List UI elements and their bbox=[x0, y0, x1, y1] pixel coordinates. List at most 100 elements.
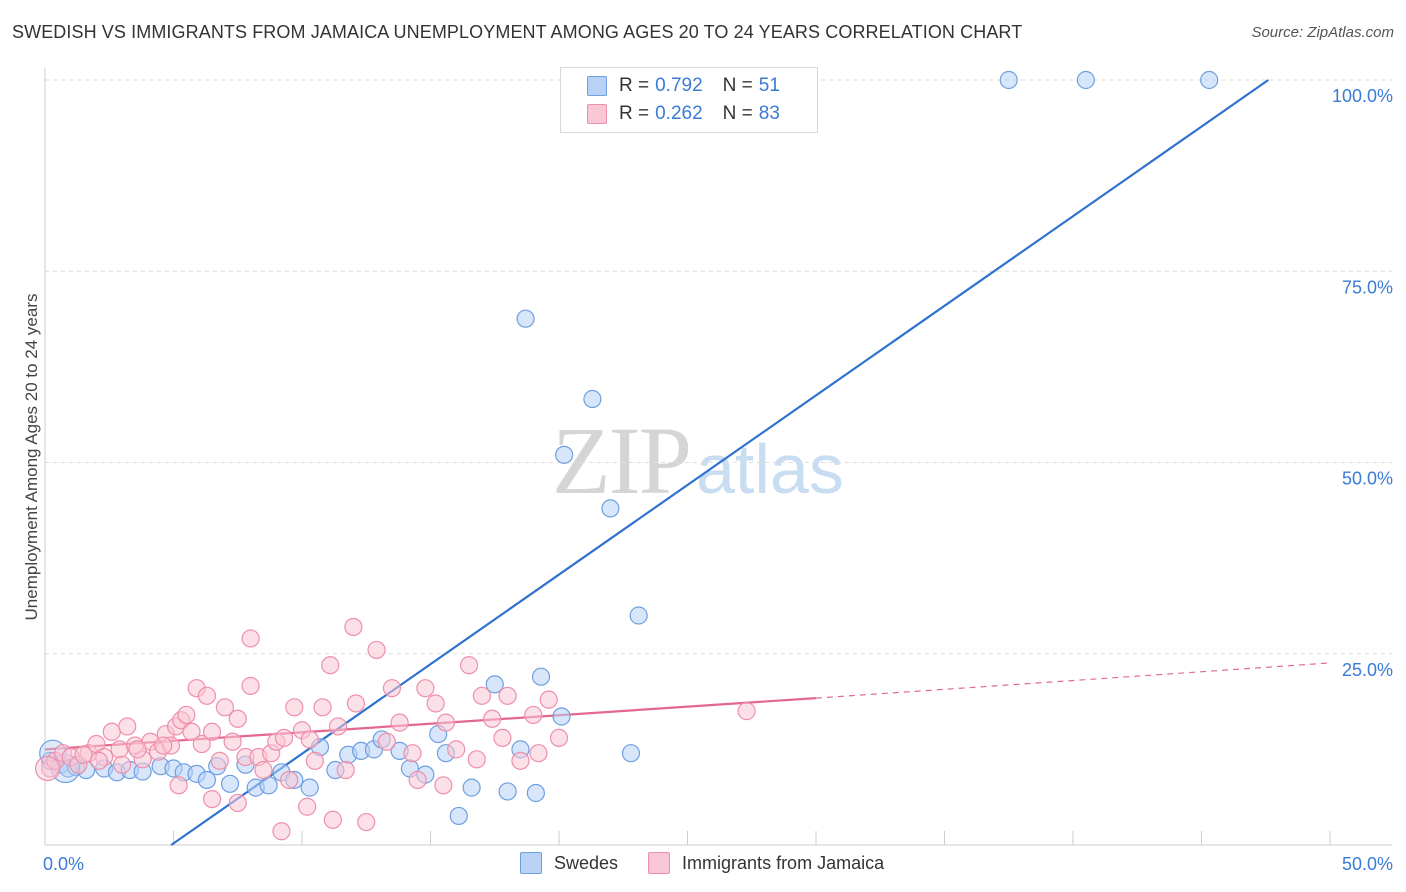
legend-n-value: 51 bbox=[758, 75, 780, 96]
point-swedes bbox=[531, 667, 551, 686]
point-jamaica bbox=[241, 676, 260, 695]
legend-swatch-jamaica bbox=[648, 852, 671, 874]
point-swedes bbox=[220, 774, 240, 793]
point-jamaica bbox=[549, 728, 569, 748]
point-swedes bbox=[583, 389, 602, 409]
point-jamaica bbox=[228, 793, 247, 813]
point-swedes bbox=[621, 744, 641, 763]
legend-r-value: 0.792 bbox=[655, 75, 703, 96]
point-jamaica bbox=[472, 686, 491, 705]
stats-legend: R = 0.792 N = 51 R = 0.262 N = 83 bbox=[560, 67, 818, 133]
point-swedes bbox=[555, 445, 574, 464]
y-tick-label: 100.0% bbox=[1332, 86, 1393, 106]
point-swedes bbox=[526, 783, 545, 803]
point-jamaica bbox=[128, 740, 147, 759]
point-jamaica bbox=[382, 679, 402, 698]
legend-row-swedes: R = 0.792 N = 51 bbox=[587, 73, 780, 99]
point-jamaica bbox=[112, 755, 132, 774]
point-swedes bbox=[552, 707, 571, 726]
point-jamaica bbox=[272, 822, 291, 841]
point-jamaica bbox=[467, 750, 486, 769]
y-tick-label: 50.0% bbox=[1342, 469, 1393, 489]
watermark: ZIPatlas bbox=[552, 405, 844, 516]
point-swedes bbox=[300, 778, 319, 797]
point-jamaica bbox=[367, 640, 386, 660]
point-jamaica bbox=[483, 709, 502, 728]
point-jamaica bbox=[539, 690, 558, 709]
legend-n-label: N = bbox=[722, 103, 753, 124]
point-jamaica bbox=[737, 702, 756, 721]
legend-swatch-swedes bbox=[520, 852, 542, 874]
tick-labels: 25.0% 50.0% 75.0% 100.0% 0.0% 50.0% bbox=[43, 86, 1393, 874]
point-swedes bbox=[197, 770, 217, 790]
chart-title: SWEDISH VS IMMIGRANTS FROM JAMAICA UNEMP… bbox=[12, 22, 1023, 42]
point-jamaica bbox=[416, 679, 435, 698]
y-tick-label: 25.0% bbox=[1342, 660, 1393, 680]
legend-label-jamaica: Immigrants from Jamaica bbox=[682, 852, 885, 873]
legend-r-value: 0.262 bbox=[655, 103, 703, 124]
point-jamaica bbox=[493, 728, 512, 748]
point-jamaica bbox=[210, 751, 229, 770]
point-swedes bbox=[449, 806, 468, 826]
point-jamaica bbox=[285, 698, 304, 717]
point-jamaica bbox=[408, 770, 427, 790]
point-jamaica bbox=[300, 730, 319, 749]
legend-swatch-jamaica bbox=[587, 104, 607, 124]
point-jamaica bbox=[241, 629, 260, 648]
point-jamaica bbox=[459, 656, 479, 675]
point-jamaica bbox=[447, 740, 466, 759]
point-jamaica bbox=[511, 751, 530, 770]
trend-line-jamaica-extension bbox=[815, 662, 1331, 699]
legend-item-swedes[interactable]: Swedes bbox=[520, 852, 618, 874]
point-jamaica bbox=[102, 722, 121, 741]
point-jamaica bbox=[390, 713, 409, 732]
y-tick-label: 75.0% bbox=[1342, 277, 1393, 297]
point-jamaica bbox=[182, 722, 201, 741]
point-swedes bbox=[516, 309, 535, 328]
y-axis-title: Unemployment Among Ages 20 to 24 years bbox=[22, 294, 41, 621]
grid-lines bbox=[45, 79, 1392, 655]
point-swedes bbox=[629, 606, 648, 625]
point-jamaica bbox=[197, 686, 217, 705]
point-jamaica bbox=[436, 713, 456, 732]
point-jamaica bbox=[34, 755, 61, 782]
point-jamaica bbox=[202, 789, 222, 809]
point-jamaica bbox=[118, 717, 137, 736]
point-jamaica bbox=[202, 722, 222, 741]
point-jamaica bbox=[254, 760, 273, 780]
point-swedes bbox=[485, 675, 504, 694]
legend-n-label: N = bbox=[722, 75, 753, 96]
point-jamaica bbox=[434, 776, 453, 795]
point-jamaica bbox=[280, 770, 299, 790]
point-jamaica bbox=[110, 740, 129, 759]
trend-line-swedes bbox=[170, 79, 1269, 846]
point-swedes bbox=[1076, 70, 1095, 90]
point-jamaica bbox=[169, 776, 188, 795]
point-jamaica bbox=[328, 717, 348, 736]
point-jamaica bbox=[298, 797, 317, 816]
legend-r-label: R = bbox=[619, 75, 650, 96]
point-jamaica bbox=[154, 736, 173, 755]
point-jamaica bbox=[377, 732, 396, 751]
point-jamaica bbox=[344, 617, 363, 637]
point-jamaica bbox=[177, 705, 196, 725]
point-jamaica bbox=[403, 744, 422, 763]
point-swedes bbox=[498, 782, 517, 801]
point-jamaica bbox=[313, 698, 332, 717]
series-jamaica bbox=[34, 617, 756, 841]
point-jamaica bbox=[529, 744, 548, 763]
point-jamaica bbox=[74, 745, 93, 764]
point-jamaica bbox=[321, 656, 340, 675]
legend-label-swedes: Swedes bbox=[554, 852, 619, 873]
legend-item-jamaica[interactable]: Immigrants from Jamaica bbox=[648, 852, 884, 874]
point-swedes bbox=[259, 776, 278, 795]
point-jamaica bbox=[228, 709, 247, 728]
point-jamaica bbox=[336, 760, 355, 780]
point-jamaica bbox=[524, 705, 543, 725]
legend-row-jamaica: R = 0.262 N = 83 bbox=[587, 101, 780, 127]
point-jamaica bbox=[305, 751, 324, 770]
point-swedes bbox=[1200, 70, 1219, 90]
legend-swatch-swedes bbox=[587, 76, 607, 96]
point-jamaica bbox=[89, 751, 109, 770]
